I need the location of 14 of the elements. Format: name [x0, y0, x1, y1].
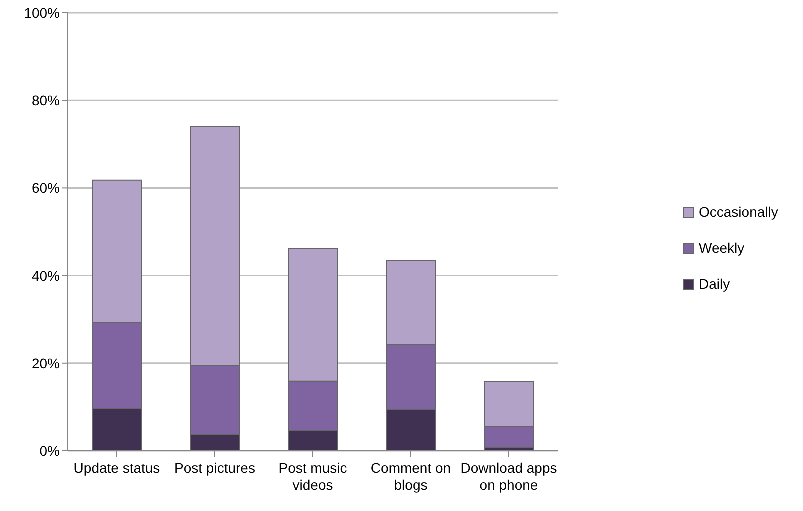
- x-tick-label: Update status: [74, 460, 160, 476]
- y-tick-label: 0%: [40, 442, 60, 459]
- legend-label: Weekly: [699, 240, 745, 256]
- legend-label: Daily: [699, 276, 730, 292]
- legend-label: Occasionally: [699, 204, 778, 220]
- y-tick-label: 100%: [24, 4, 60, 21]
- x-tick-label: Comment on blogs: [370, 460, 452, 493]
- x-tick-label: Post pictures: [174, 460, 256, 476]
- y-tick-label: 60%: [32, 180, 60, 196]
- y-tick-label: 40%: [32, 268, 60, 284]
- y-tick-label: 20%: [32, 355, 60, 372]
- x-tick-label: Download apps on phone: [460, 460, 558, 493]
- x-tick-label: Post music videos: [278, 460, 348, 493]
- y-tick-label: 80%: [32, 92, 60, 109]
